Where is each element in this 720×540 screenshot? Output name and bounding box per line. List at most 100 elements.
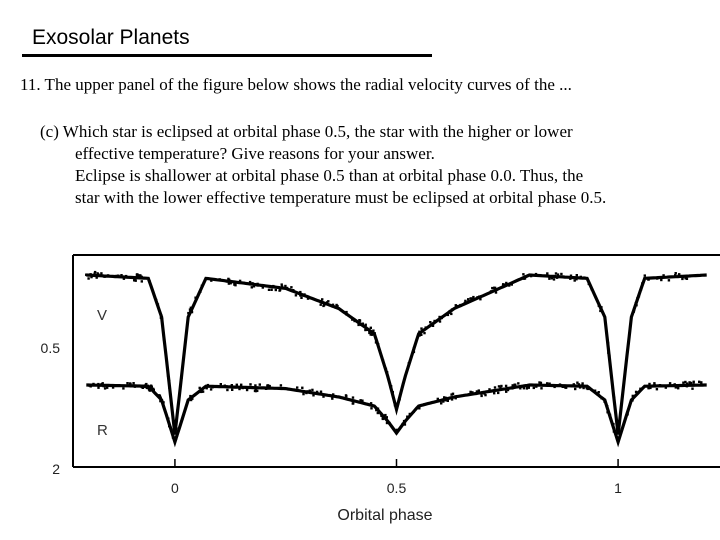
data-point-v	[529, 274, 533, 278]
data-point-r	[171, 436, 175, 439]
data-point-v	[372, 329, 375, 332]
data-point-v	[369, 333, 372, 336]
data-point-r	[684, 380, 687, 384]
data-point-v	[471, 297, 474, 300]
data-point-r	[418, 407, 421, 410]
data-point-v	[464, 299, 467, 303]
data-point-r	[189, 394, 192, 398]
data-point-v	[155, 298, 158, 302]
data-point-r	[685, 385, 689, 388]
data-point-v	[364, 323, 367, 326]
data-point-v	[176, 409, 179, 412]
title-underline	[22, 54, 432, 57]
data-point-r	[504, 387, 508, 391]
data-point-v	[660, 278, 663, 282]
data-point-r	[225, 385, 228, 388]
data-point-r	[126, 382, 129, 385]
data-point-r	[504, 384, 508, 388]
data-point-r	[558, 383, 562, 386]
data-point-v	[579, 275, 582, 279]
data-point-v	[491, 286, 494, 290]
data-point-v	[234, 282, 237, 285]
part-c-block: (c) Which star is eclipsed at orbital ph…	[40, 121, 715, 209]
data-point-v	[467, 298, 470, 301]
data-point-v	[358, 319, 362, 322]
data-point-r	[692, 383, 695, 386]
data-point-r	[172, 434, 175, 437]
data-point-r	[385, 421, 389, 425]
data-point-v	[534, 272, 538, 276]
data-point-v	[189, 306, 193, 309]
data-point-v	[548, 276, 552, 279]
data-point-v	[294, 294, 298, 297]
data-point-r	[560, 384, 564, 387]
data-point-v	[103, 275, 106, 278]
data-point-r	[658, 384, 662, 387]
data-point-v	[370, 330, 373, 334]
data-point-r	[444, 396, 448, 400]
data-point-v	[292, 289, 295, 292]
data-point-v	[180, 376, 183, 379]
data-point-v	[550, 277, 554, 280]
data-point-r	[384, 413, 387, 417]
data-point-r	[256, 386, 259, 389]
data-point-v	[299, 290, 302, 294]
data-point-r	[177, 427, 180, 430]
data-point-r	[535, 385, 538, 388]
data-point-v	[656, 277, 659, 280]
data-point-v	[87, 277, 90, 280]
data-point-r	[675, 384, 679, 388]
data-point-r	[129, 382, 132, 386]
data-point-v	[381, 359, 385, 362]
data-point-v	[96, 272, 99, 275]
data-point-v	[85, 273, 88, 276]
data-point-r	[511, 387, 514, 390]
data-point-r	[412, 410, 415, 413]
data-point-r	[477, 389, 480, 392]
data-point-r	[539, 381, 543, 385]
data-point-r	[92, 382, 95, 386]
data-point-v	[611, 386, 614, 390]
data-point-v	[523, 277, 526, 280]
data-point-v	[385, 371, 389, 374]
data-point-v	[116, 274, 120, 277]
data-point-r	[700, 383, 703, 386]
data-point-r	[176, 433, 179, 437]
data-point-r	[585, 386, 588, 390]
data-point-v	[373, 332, 376, 335]
data-point-r	[219, 383, 222, 386]
question-text: 11. The upper panel of the figure below …	[20, 75, 572, 94]
data-point-v	[300, 296, 303, 299]
data-point-v	[162, 338, 166, 341]
data-point-r	[519, 387, 522, 390]
data-point-v	[446, 313, 450, 317]
data-point-r	[475, 390, 479, 393]
data-point-v	[90, 275, 93, 279]
data-point-r	[159, 396, 162, 399]
data-point-r	[89, 385, 92, 388]
data-point-r	[331, 397, 334, 400]
data-point-v	[607, 351, 610, 354]
data-point-v	[600, 306, 603, 309]
data-point-r	[700, 381, 703, 384]
data-point-v	[160, 314, 163, 317]
data-point-r	[279, 384, 283, 387]
data-point-v	[261, 286, 264, 289]
data-point-v	[476, 296, 479, 299]
data-point-r	[440, 402, 443, 405]
data-point-v	[412, 346, 416, 350]
data-point-v	[688, 275, 691, 278]
data-point-r	[301, 386, 304, 389]
data-point-v	[420, 327, 423, 330]
data-point-v	[368, 331, 371, 335]
data-point-v	[430, 323, 433, 327]
data-point-v	[681, 277, 684, 281]
data-point-v	[384, 367, 388, 371]
data-point-v	[662, 274, 665, 277]
data-point-v	[438, 320, 442, 323]
data-point-r	[296, 386, 299, 389]
data-point-r	[450, 398, 454, 401]
data-point-v	[227, 281, 231, 284]
data-point-v	[587, 282, 590, 286]
data-point-v	[122, 277, 126, 280]
